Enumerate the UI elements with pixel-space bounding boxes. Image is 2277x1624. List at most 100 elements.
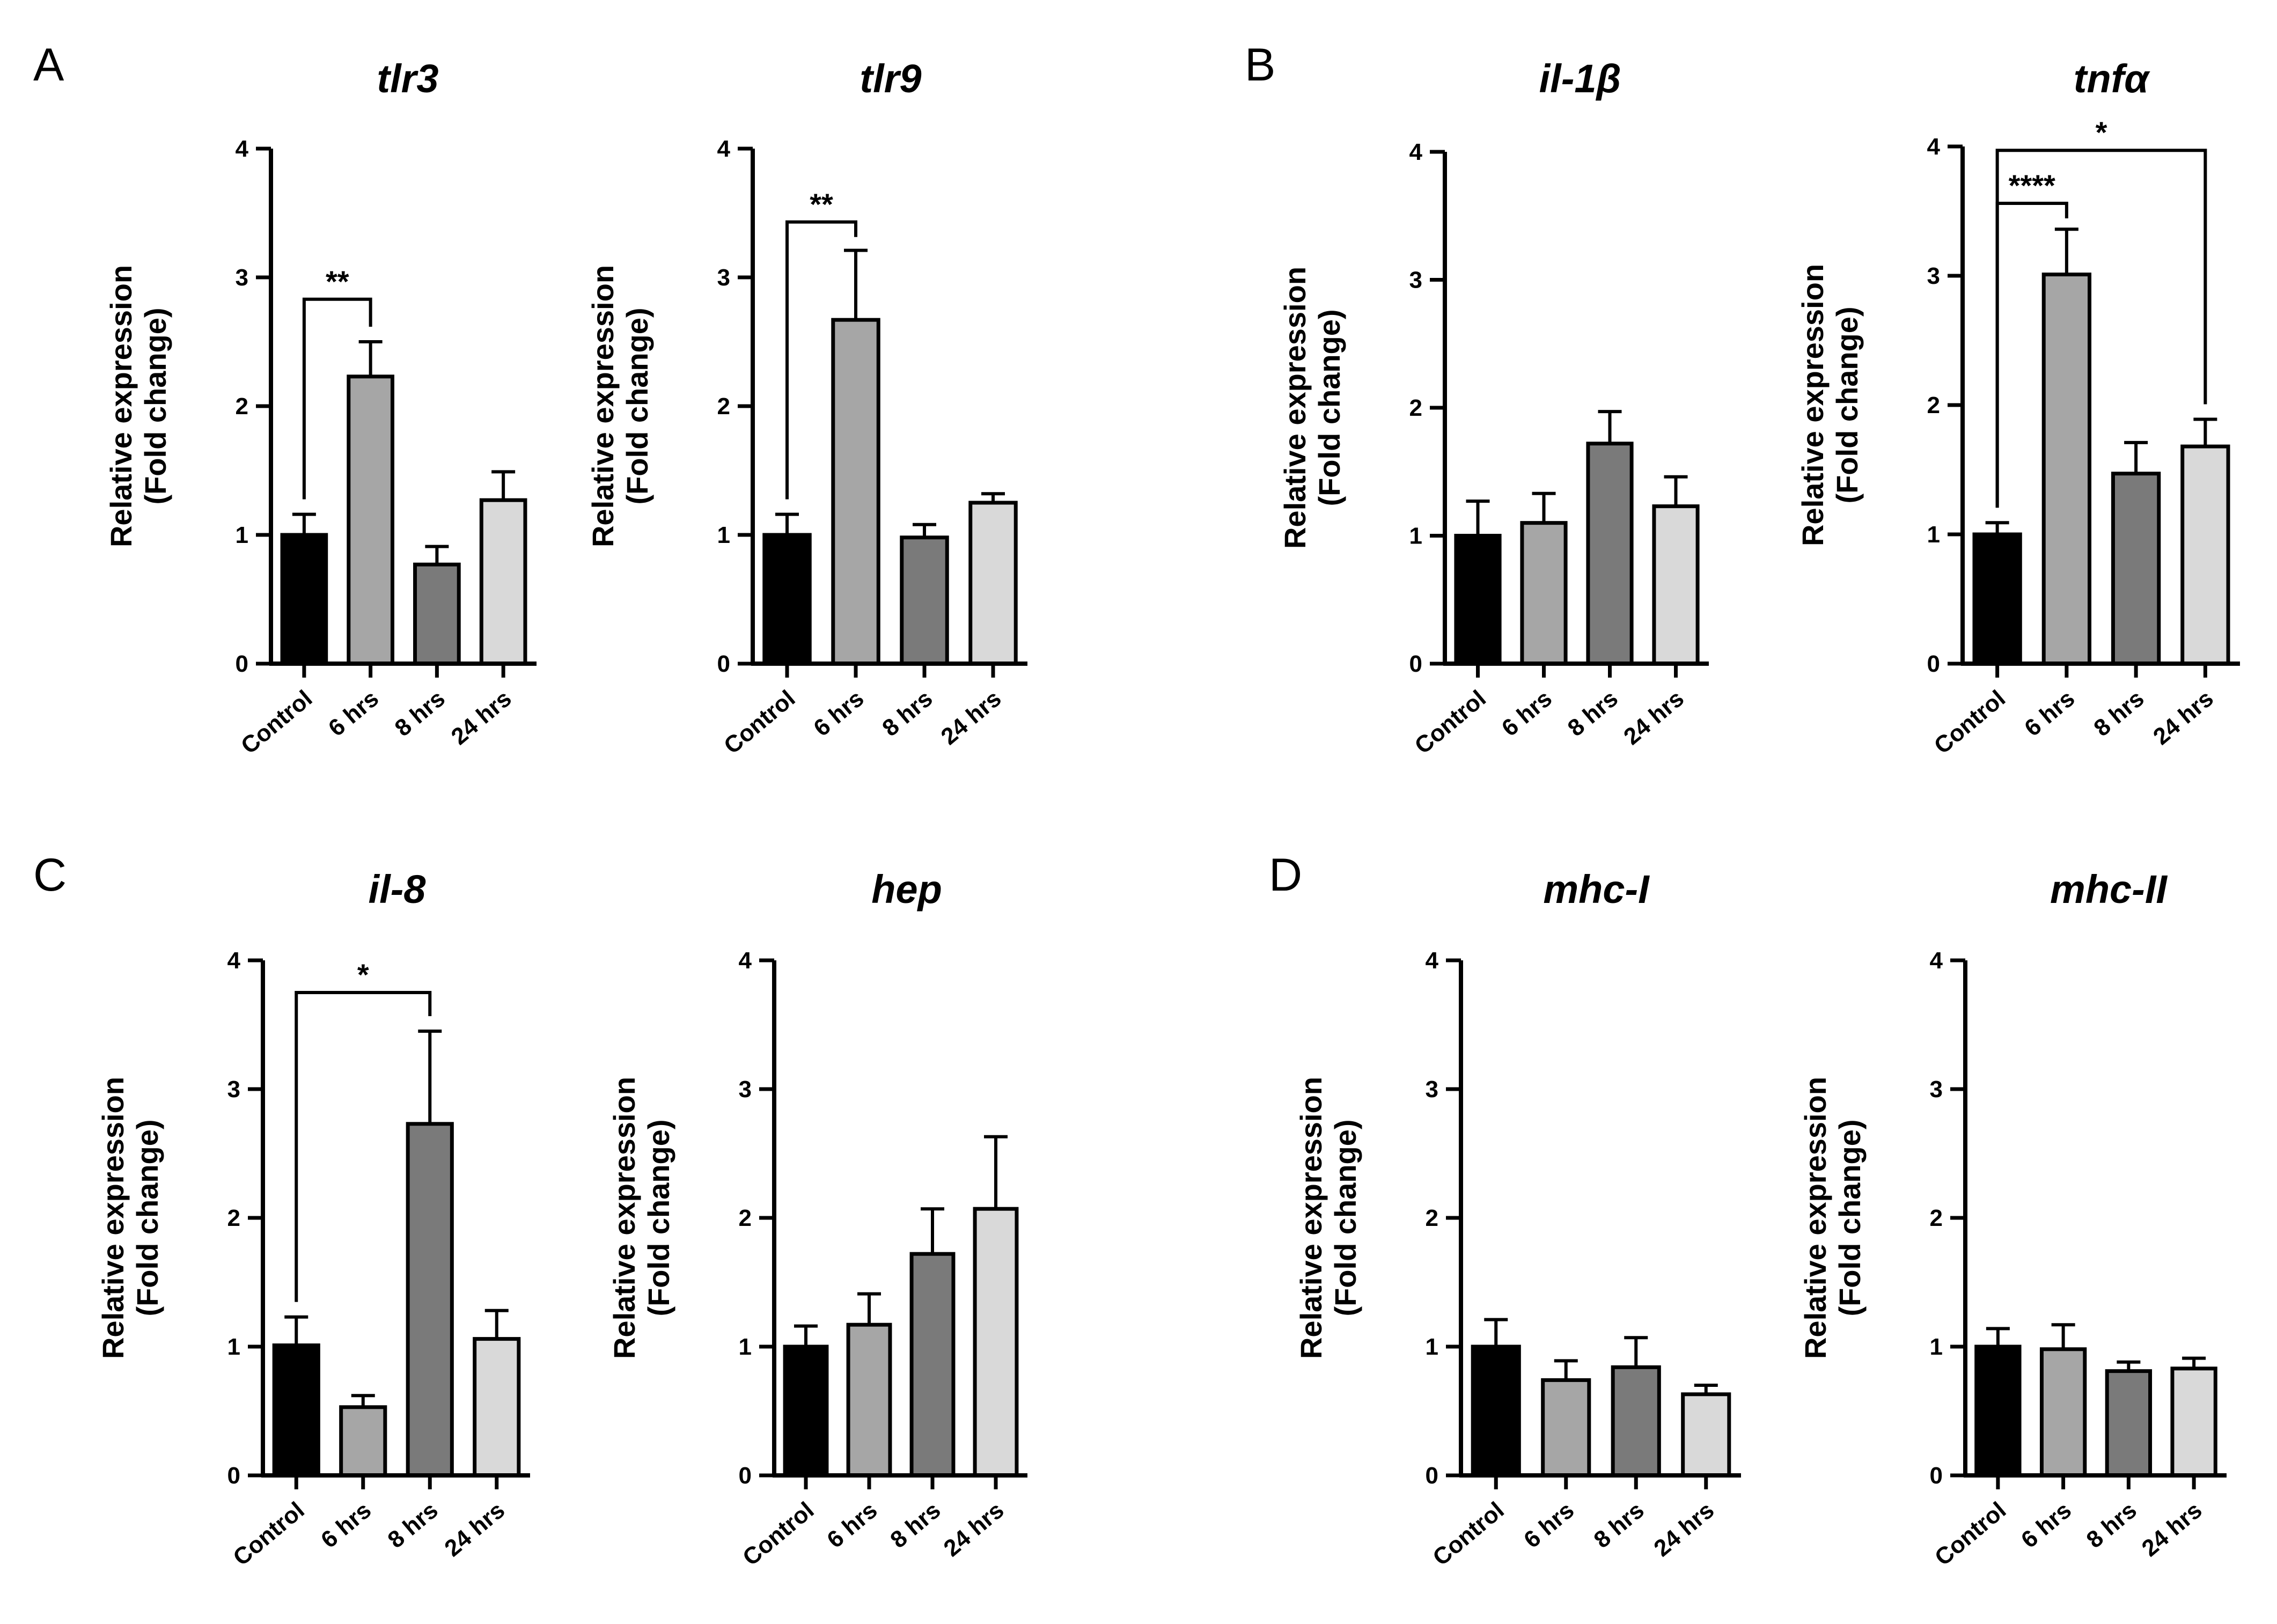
bar bbox=[473, 1337, 521, 1478]
bar bbox=[2170, 1366, 2217, 1478]
y-axis-label-line1: Relative expression bbox=[1294, 1077, 1328, 1359]
bar bbox=[2039, 1347, 2087, 1478]
y-axis-label: Relative expression(Fold change) bbox=[104, 265, 172, 547]
y-axis-label: Relative expression(Fold change) bbox=[1278, 267, 1346, 549]
x-category-label: 8 hrs bbox=[390, 685, 450, 741]
bar bbox=[1681, 1392, 1731, 1478]
y-tick-label: 2 bbox=[1426, 1205, 1438, 1231]
x-category-label: Control bbox=[738, 1497, 819, 1571]
y-axis-label-line2: (Fold change) bbox=[1328, 1119, 1362, 1316]
x-category-label: 6 hrs bbox=[2019, 685, 2080, 741]
bar bbox=[1454, 534, 1502, 666]
x-category-label: 6 hrs bbox=[1519, 1497, 1579, 1553]
x-category-label: 6 hrs bbox=[1497, 685, 1557, 741]
bar bbox=[831, 318, 880, 666]
y-tick-label: 2 bbox=[1409, 395, 1422, 421]
bar bbox=[2041, 273, 2092, 666]
chart-2: tlr9 Relative expression(Fold change) 0 1 2 3… bbox=[586, 56, 1027, 759]
bar bbox=[900, 535, 949, 666]
y-tick-label: 3 bbox=[1426, 1076, 1438, 1103]
y-tick-label: 0 bbox=[227, 1463, 240, 1489]
significance-bracket bbox=[302, 297, 372, 499]
chart-title: hep bbox=[871, 867, 942, 912]
y-axis-label-line2: (Fold change) bbox=[138, 307, 172, 504]
x-category-label: 8 hrs bbox=[885, 1497, 945, 1553]
bar bbox=[783, 1344, 829, 1478]
y-tick-label: 1 bbox=[227, 1334, 240, 1360]
chart-1: tlr3 Relative expression(Fold change) 0 1 2 3… bbox=[104, 56, 537, 759]
y-tick-label: 1 bbox=[1927, 521, 1940, 548]
y-tick-label: 1 bbox=[1930, 1334, 1943, 1360]
x-category-label: 24 hrs bbox=[1649, 1497, 1719, 1562]
x-category-label: 8 hrs bbox=[877, 685, 937, 741]
y-axis-label-line1: Relative expression bbox=[96, 1077, 130, 1359]
y-tick-label: 3 bbox=[1927, 263, 1940, 289]
bar bbox=[909, 1252, 956, 1478]
bar bbox=[347, 374, 394, 666]
y-tick-label: 1 bbox=[1426, 1334, 1438, 1360]
chart-8: mhc-II Relative expression(Fold change) 0 1… bbox=[1798, 867, 2227, 1571]
y-axis-label-line2: (Fold change) bbox=[1830, 306, 1864, 503]
y-tick-label: 3 bbox=[1409, 267, 1422, 293]
y-axis-label-line1: Relative expression bbox=[104, 265, 138, 547]
panel-letter-d: D bbox=[1269, 849, 1302, 901]
significance-bracket bbox=[785, 220, 857, 499]
y-axis-label: Relative expression(Fold change) bbox=[96, 1077, 164, 1359]
y-tick-label: 4 bbox=[1930, 947, 1943, 974]
y-tick-label: 4 bbox=[227, 947, 241, 974]
y-tick-label: 0 bbox=[1927, 651, 1940, 677]
y-axis-label: Relative expression(Fold change) bbox=[1796, 264, 1864, 546]
y-tick-label: 3 bbox=[1930, 1076, 1943, 1103]
y-tick-label: 4 bbox=[236, 136, 249, 162]
x-category-label: 6 hrs bbox=[316, 1497, 376, 1553]
y-axis-label-line1: Relative expression bbox=[1796, 264, 1830, 546]
bar bbox=[2111, 472, 2161, 666]
chart-title: mhc-II bbox=[2050, 867, 2168, 912]
significance-label: * bbox=[2096, 115, 2107, 149]
significance-bracket bbox=[1995, 149, 2207, 508]
x-category-label: Control bbox=[1930, 1497, 2011, 1571]
bar bbox=[1972, 532, 2022, 666]
y-tick-label: 1 bbox=[717, 522, 730, 548]
x-category-label: 24 hrs bbox=[939, 1497, 1009, 1562]
y-tick-label: 1 bbox=[739, 1334, 752, 1360]
bar bbox=[1471, 1344, 1521, 1478]
x-category-label: 24 hrs bbox=[446, 685, 517, 750]
significance-label: ** bbox=[810, 187, 833, 221]
bar bbox=[339, 1405, 387, 1478]
y-axis-label: Relative expression(Fold change) bbox=[586, 265, 654, 547]
panel-letter-c: C bbox=[33, 849, 67, 901]
y-tick-label: 2 bbox=[227, 1205, 240, 1231]
bar bbox=[406, 1122, 454, 1478]
y-tick-label: 0 bbox=[236, 651, 248, 677]
chart-title: tnfα bbox=[2074, 56, 2150, 101]
y-axis-label: Relative expression(Fold change) bbox=[607, 1077, 675, 1359]
chart-5: il-8 Relative expression(Fold change) 0 1 2 3… bbox=[96, 867, 530, 1571]
y-tick-label: 4 bbox=[739, 947, 752, 974]
y-axis-label-line2: (Fold change) bbox=[130, 1119, 164, 1316]
y-axis-label-line2: (Fold change) bbox=[642, 1119, 675, 1316]
chart-title: il-1β bbox=[1539, 56, 1621, 101]
x-category-label: 8 hrs bbox=[2089, 685, 2149, 741]
y-axis-label-line2: (Fold change) bbox=[1833, 1119, 1867, 1316]
y-axis-label: Relative expression(Fold change) bbox=[1294, 1077, 1362, 1359]
bar bbox=[280, 533, 328, 666]
bar bbox=[479, 498, 527, 666]
significance-bracket bbox=[295, 991, 432, 1302]
x-category-label: Control bbox=[1428, 1497, 1509, 1571]
y-axis-label-line1: Relative expression bbox=[1798, 1077, 1832, 1359]
x-category-label: 24 hrs bbox=[936, 685, 1007, 750]
y-tick-label: 0 bbox=[739, 1463, 752, 1489]
y-axis-label-line1: Relative expression bbox=[607, 1077, 641, 1359]
x-category-label: 6 hrs bbox=[324, 685, 384, 741]
y-tick-label: 4 bbox=[1927, 134, 1941, 160]
y-tick-label: 0 bbox=[717, 651, 730, 677]
bar bbox=[968, 501, 1018, 666]
chart-title: tlr3 bbox=[377, 56, 438, 101]
bar bbox=[2180, 444, 2230, 666]
y-tick-label: 2 bbox=[1930, 1205, 1943, 1231]
x-category-label: 8 hrs bbox=[1563, 685, 1623, 741]
bar bbox=[1586, 442, 1634, 666]
bar bbox=[1974, 1344, 2022, 1478]
y-tick-label: 4 bbox=[717, 136, 731, 162]
